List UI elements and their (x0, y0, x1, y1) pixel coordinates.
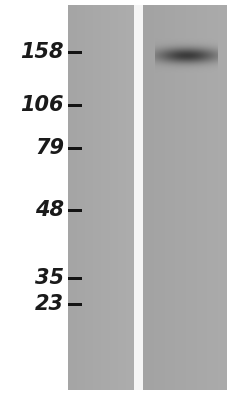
Text: 158: 158 (20, 42, 64, 62)
Text: 106: 106 (20, 95, 64, 115)
Text: 79: 79 (35, 138, 64, 158)
Text: 35: 35 (35, 268, 64, 288)
Text: 48: 48 (35, 200, 64, 220)
Text: 23: 23 (35, 294, 64, 314)
